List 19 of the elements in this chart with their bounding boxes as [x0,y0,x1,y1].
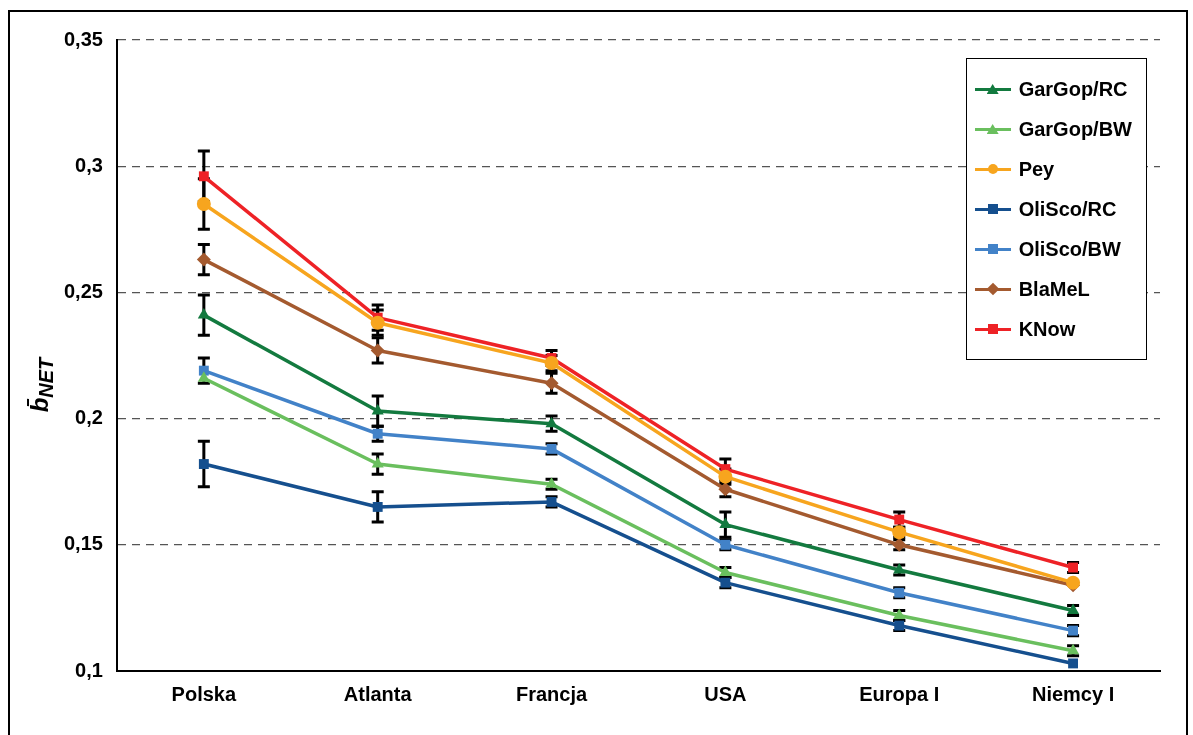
y-tick-label: 0,3 [75,153,103,176]
legend-label: KNow [1018,317,1076,341]
y-tick-label: 0,1 [75,658,103,681]
x-tick-label: Niemcy I [1031,682,1115,705]
x-tick-label: Polska [171,682,237,705]
legend-label: Pey [1018,157,1055,181]
x-tick-label: Francja [515,682,588,705]
legend-label: OliSco/BW [1018,237,1121,261]
x-tick-label: Atlanta [343,682,413,705]
x-tick-label: Europa I [859,682,940,705]
y-tick-label: 0,25 [63,279,103,302]
legend-label: OliSco/RC [1018,197,1117,221]
legend-label: BlaMeL [1018,277,1090,301]
y-tick-label: 0,15 [63,532,103,555]
y-tick-label: 0,35 [63,27,103,50]
x-tick-label: USA [704,682,747,705]
y-tick-label: 0,2 [75,406,103,429]
legend-label: GarGop/RC [1018,77,1128,101]
legend-label: GarGop/BW [1018,117,1132,141]
